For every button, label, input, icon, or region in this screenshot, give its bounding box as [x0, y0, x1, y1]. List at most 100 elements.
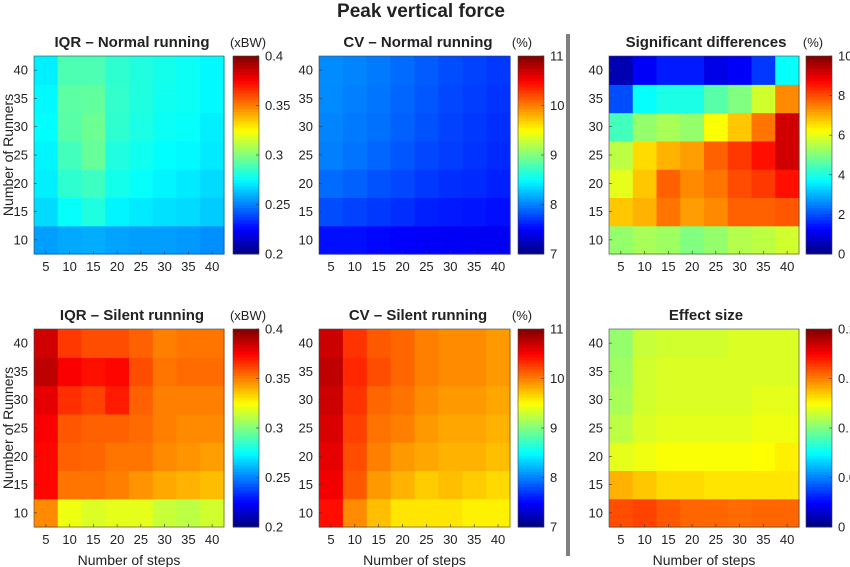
- colorbar-segment: [518, 397, 544, 401]
- heatmap-cell: [129, 112, 154, 142]
- colorbar-segment: [518, 458, 544, 463]
- colorbar-segment: [806, 393, 832, 398]
- heatmap-cell: [680, 442, 705, 472]
- colorbar-segment: [518, 356, 544, 361]
- colorbar-segment: [233, 418, 259, 423]
- colorbar-segment: [518, 338, 544, 342]
- colorbar-segment: [806, 403, 832, 407]
- colorbar-segment: [233, 514, 259, 519]
- heatmap-cell: [390, 112, 416, 142]
- heatmap-cell: [57, 84, 83, 114]
- colorbar-segment: [518, 502, 544, 506]
- colorbar-segment: [518, 384, 544, 389]
- colorbar-segment: [806, 418, 832, 423]
- heatmap-cell: [200, 498, 225, 528]
- colorbar-segment: [518, 201, 544, 205]
- colorbar-tick-label: 0.05: [838, 470, 850, 485]
- heatmap-cell: [751, 498, 776, 528]
- heatmap-cell: [438, 56, 463, 85]
- colorbar-segment: [806, 486, 832, 491]
- colorbar-segment: [518, 105, 544, 110]
- colorbar-segment: [233, 366, 259, 370]
- heatmap-cell: [609, 385, 634, 415]
- colorbar-segment: [806, 397, 832, 401]
- heatmap-cell: [200, 197, 225, 227]
- y-tick-label: 30: [14, 392, 28, 407]
- heatmap-cell: [632, 84, 658, 114]
- colorbar-segment: [806, 86, 832, 91]
- heatmap-panel: 5 10 15 20 25 30 35 40 10 15 20 25 30 35 40 CV – Silent…: [299, 307, 565, 567]
- y-tick-label: 40: [589, 336, 603, 351]
- heatmap-cell: [486, 329, 511, 358]
- colorbar-segment: [518, 329, 544, 333]
- colorbar-segment: [806, 216, 832, 221]
- heatmap-cell: [727, 56, 753, 85]
- heatmap-cell: [200, 112, 225, 142]
- colorbar-segment: [806, 372, 832, 376]
- colorbar-segment: [518, 117, 544, 122]
- colorbar-segment: [518, 235, 544, 240]
- heatmap-cell: [656, 357, 681, 387]
- colorbar-segment: [518, 381, 544, 386]
- y-tick-label: 35: [589, 91, 603, 106]
- x-tick-label: 15: [86, 259, 100, 274]
- y-axis-label: Number of Runners: [0, 367, 16, 489]
- heatmap-cell: [57, 413, 83, 443]
- heatmap-cell: [632, 329, 658, 358]
- colorbar-segment: [518, 452, 544, 457]
- heatmap-cell: [176, 112, 201, 142]
- heatmap-cell: [751, 329, 776, 358]
- y-tick-label: 35: [299, 364, 313, 379]
- colorbar-segment: [233, 185, 259, 190]
- heatmap-cell: [609, 442, 634, 472]
- heatmap-cell: [129, 225, 154, 255]
- x-tick-label: 35: [181, 532, 195, 547]
- heatmap-cell: [462, 84, 487, 114]
- heatmap-cell: [319, 470, 344, 500]
- x-tick-label: 25: [419, 259, 433, 274]
- heatmap-cell: [81, 112, 106, 142]
- colorbar-segment: [806, 434, 832, 438]
- colorbar-segment: [806, 151, 832, 156]
- colorbar-segment: [806, 74, 832, 79]
- colorbar-segment: [806, 65, 832, 69]
- heatmap-cell: [366, 112, 392, 142]
- colorbar-segment: [518, 130, 544, 134]
- colorbar-segment: [806, 462, 832, 466]
- colorbar-segment: [518, 492, 544, 497]
- heatmap-cell: [176, 357, 201, 387]
- heatmap-cell: [319, 140, 344, 170]
- colorbar-segment: [233, 511, 259, 516]
- heatmap-cell: [319, 498, 344, 528]
- colorbar-segment: [806, 384, 832, 389]
- colorbar-tick-label: 8: [550, 197, 557, 212]
- colorbar-segment: [518, 241, 544, 246]
- colorbar-segment: [518, 68, 544, 72]
- colorbar-segment: [518, 164, 544, 168]
- heatmap-cell: [486, 197, 511, 227]
- x-tick-label: 20: [110, 532, 124, 547]
- colorbar-segment: [233, 235, 259, 240]
- colorbar-segment: [233, 158, 259, 162]
- heatmap-cell: [342, 84, 368, 114]
- colorbar-segment: [233, 244, 259, 249]
- colorbar-segment: [233, 80, 259, 85]
- colorbar-segment: [806, 335, 832, 339]
- heatmap-cell: [656, 112, 681, 142]
- heatmap-cell: [366, 197, 392, 227]
- colorbar-segment: [233, 90, 259, 94]
- heatmap-cell: [129, 84, 154, 114]
- heatmap-panel: 5 10 15 20 25 30 35 40 10 15 20 25 30 35 40 CV – Normal…: [299, 34, 565, 274]
- colorbar-segment: [806, 235, 832, 240]
- colorbar-segment: [806, 428, 832, 432]
- colorbar-segment: [806, 173, 832, 178]
- colorbar-segment: [233, 393, 259, 398]
- heatmap-cell: [152, 385, 178, 415]
- colorbar-tick-label: 0.35: [265, 98, 290, 113]
- colorbar-segment: [518, 344, 544, 349]
- colorbar-segment: [518, 148, 544, 153]
- heatmap-cell: [414, 112, 439, 142]
- colorbar-segment: [518, 468, 544, 472]
- colorbar-tick-label: 0: [838, 247, 845, 262]
- heatmap-cell: [342, 140, 368, 170]
